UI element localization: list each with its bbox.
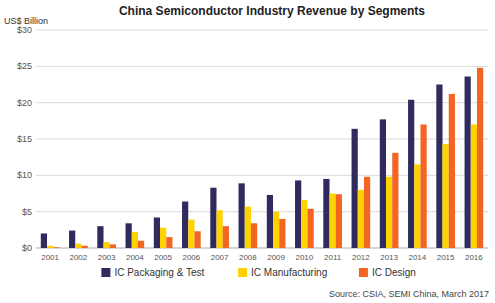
bar (392, 153, 398, 248)
bar (81, 246, 87, 248)
y-tick-label: $10 (17, 170, 32, 180)
legend-swatch (238, 268, 247, 277)
y-tick-label: $30 (17, 25, 32, 35)
x-tick-label: 2011 (324, 253, 342, 262)
bar (279, 219, 285, 248)
legend-swatch (101, 268, 110, 277)
bar (138, 241, 144, 248)
bar (414, 164, 420, 248)
bar (358, 190, 364, 248)
bar (420, 124, 426, 248)
bar (110, 244, 116, 248)
bar (443, 144, 449, 248)
bar (126, 223, 132, 248)
bar (182, 201, 188, 248)
bar (364, 177, 370, 248)
grid-line (36, 30, 488, 31)
x-tick-label: 2009 (267, 253, 285, 262)
x-tick-label: 2010 (295, 253, 313, 262)
bar (223, 226, 229, 248)
bar (386, 177, 392, 248)
x-tick-label: 2005 (154, 253, 172, 262)
chart: China Semiconductor Industry Revenue by … (0, 0, 495, 303)
y-tick-label: $5 (22, 207, 32, 217)
bar (307, 209, 313, 248)
bars (41, 68, 483, 248)
bar (477, 68, 483, 248)
bar (465, 77, 471, 248)
bar (75, 244, 81, 248)
x-tick-label: 2014 (408, 253, 426, 262)
bar (166, 237, 172, 248)
bar (53, 247, 59, 248)
source-note: Source: CSIA, SEMI China, March 2017 (329, 289, 489, 299)
bar (295, 180, 301, 248)
bar (301, 200, 307, 248)
bar (352, 129, 358, 248)
x-tick-label: 2001 (41, 253, 59, 262)
legend-label: IC Manufacturing (251, 267, 327, 278)
bar (97, 226, 103, 248)
bar (194, 231, 200, 248)
bar (132, 232, 138, 248)
bar (336, 194, 342, 248)
y-tick-label: $0 (22, 243, 32, 253)
bar (188, 220, 194, 248)
bar (330, 194, 336, 249)
x-tick-label: 2015 (437, 253, 455, 262)
y-tick-label: $15 (17, 134, 32, 144)
title: China Semiconductor Industry Revenue by … (119, 4, 425, 18)
legend-label: IC Design (372, 267, 416, 278)
bar (449, 94, 455, 248)
legend-swatch (359, 268, 368, 277)
grid-line (36, 66, 488, 67)
y-tick-label: $20 (17, 98, 32, 108)
bar (323, 179, 329, 248)
bar (104, 242, 110, 248)
bar (69, 231, 75, 248)
bar (239, 183, 245, 248)
bar (380, 119, 386, 248)
x-tick-label: 2002 (69, 253, 87, 262)
x-tick-label: 2016 (465, 253, 483, 262)
grid-line (36, 139, 488, 140)
legend: IC Packaging & Test IC Manufacturing IC De… (101, 267, 415, 278)
x-tick-label: 2007 (211, 253, 229, 262)
bar (408, 100, 414, 248)
legend-label: IC Packaging & Test (114, 267, 204, 278)
x-tick-label: 2004 (126, 253, 144, 262)
bar (47, 246, 53, 248)
x-tick-label: 2006 (182, 253, 200, 262)
bar (245, 207, 251, 248)
bar (273, 212, 279, 248)
y-tick-label: $25 (17, 61, 32, 71)
bar (160, 228, 166, 248)
bar (436, 85, 442, 249)
x-tick-label: 2008 (239, 253, 257, 262)
bar (210, 188, 216, 248)
bar (41, 233, 47, 248)
x-tick-label: 2003 (98, 253, 116, 262)
bar (251, 223, 257, 248)
grid-line (36, 102, 488, 103)
x-tick-label: 2012 (352, 253, 370, 262)
bar (154, 217, 160, 248)
bar (267, 195, 273, 248)
x-tick-label: 2013 (380, 253, 398, 262)
bar (471, 124, 477, 248)
bar (217, 210, 223, 248)
